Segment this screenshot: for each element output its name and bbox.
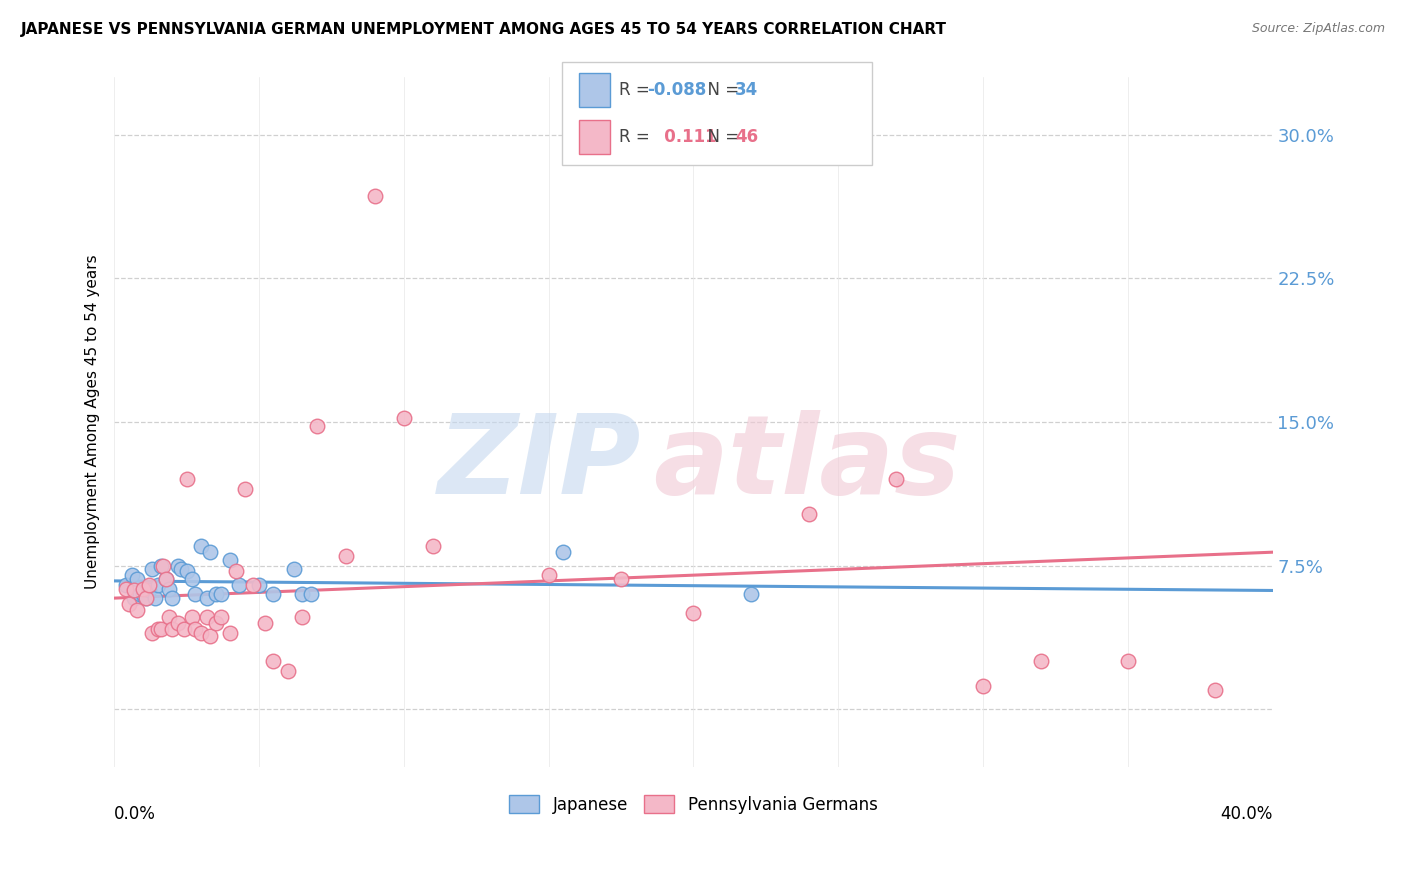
Point	[195, 591, 218, 606]
Point	[972, 679, 994, 693]
Point	[740, 587, 762, 601]
Point	[121, 568, 143, 582]
Point	[167, 615, 190, 630]
Point	[184, 622, 207, 636]
Point	[537, 568, 560, 582]
Point	[141, 562, 163, 576]
Point	[176, 472, 198, 486]
Point	[146, 622, 169, 636]
Point	[127, 602, 149, 616]
Point	[114, 578, 136, 592]
Point	[242, 578, 264, 592]
Point	[335, 549, 357, 563]
Point	[160, 622, 183, 636]
Legend: Japanese, Pennsylvania Germans: Japanese, Pennsylvania Germans	[502, 789, 884, 821]
Point	[135, 591, 157, 606]
Point	[291, 610, 314, 624]
Point	[132, 587, 155, 601]
Point	[138, 578, 160, 592]
Point	[305, 418, 328, 433]
Point	[181, 572, 204, 586]
Point	[291, 587, 314, 601]
Point	[129, 587, 152, 601]
Text: ZIP: ZIP	[437, 409, 641, 516]
Point	[209, 610, 232, 624]
Point	[277, 664, 299, 678]
Point	[184, 587, 207, 601]
Text: 34: 34	[735, 81, 759, 99]
Point	[422, 540, 444, 554]
Point	[173, 622, 195, 636]
Point	[190, 540, 212, 554]
Point	[143, 591, 166, 606]
Point	[127, 572, 149, 586]
Point	[167, 558, 190, 573]
Point	[170, 562, 193, 576]
Point	[204, 587, 226, 601]
Point	[884, 472, 907, 486]
Point	[299, 587, 322, 601]
Point	[1116, 654, 1139, 668]
Text: N =: N =	[697, 81, 745, 99]
Point	[114, 582, 136, 596]
Point	[152, 558, 174, 573]
Point	[149, 622, 172, 636]
Point	[364, 189, 387, 203]
Point	[149, 558, 172, 573]
Point	[1029, 654, 1052, 668]
Point	[247, 578, 270, 592]
Text: 46: 46	[735, 128, 758, 146]
Point	[138, 583, 160, 598]
Point	[160, 591, 183, 606]
Point	[610, 572, 633, 586]
Point	[132, 582, 155, 596]
Point	[198, 545, 221, 559]
Point	[135, 591, 157, 606]
Point	[155, 572, 177, 586]
Point	[176, 565, 198, 579]
Text: -0.088: -0.088	[647, 81, 706, 99]
Point	[799, 507, 821, 521]
Point	[225, 565, 247, 579]
Point	[262, 654, 284, 668]
Point	[157, 610, 180, 624]
Point	[682, 607, 704, 621]
Point	[283, 562, 305, 576]
Text: Source: ZipAtlas.com: Source: ZipAtlas.com	[1251, 22, 1385, 36]
Point	[253, 615, 276, 630]
Point	[551, 545, 574, 559]
Text: R =: R =	[619, 81, 655, 99]
Text: atlas: atlas	[652, 409, 960, 516]
Point	[124, 583, 146, 598]
Y-axis label: Unemployment Among Ages 45 to 54 years: Unemployment Among Ages 45 to 54 years	[86, 255, 100, 590]
Point	[181, 610, 204, 624]
Point	[209, 587, 232, 601]
Text: 0.0%: 0.0%	[114, 805, 156, 823]
Point	[219, 553, 242, 567]
Point	[155, 572, 177, 586]
Point	[204, 615, 226, 630]
Point	[124, 591, 146, 606]
Text: N =: N =	[697, 128, 745, 146]
Point	[198, 629, 221, 643]
Point	[1204, 683, 1226, 698]
Point	[262, 587, 284, 601]
Point	[233, 482, 256, 496]
Point	[118, 597, 141, 611]
Text: R =: R =	[619, 128, 655, 146]
Text: JAPANESE VS PENNSYLVANIA GERMAN UNEMPLOYMENT AMONG AGES 45 TO 54 YEARS CORRELATI: JAPANESE VS PENNSYLVANIA GERMAN UNEMPLOY…	[21, 22, 948, 37]
Point	[190, 625, 212, 640]
Point	[228, 578, 250, 592]
Point	[141, 625, 163, 640]
Point	[219, 625, 242, 640]
Point	[195, 610, 218, 624]
Point	[392, 411, 415, 425]
Text: 40.0%: 40.0%	[1220, 805, 1272, 823]
Text: 0.111: 0.111	[647, 128, 717, 146]
Point	[146, 578, 169, 592]
Point	[157, 582, 180, 596]
